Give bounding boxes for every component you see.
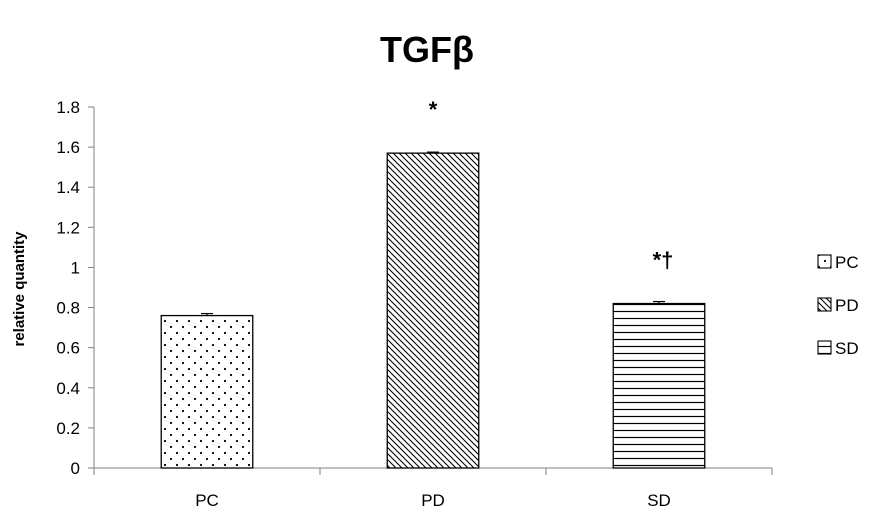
- y-tick-label: 0.2: [56, 419, 80, 438]
- y-tick-label: 1.8: [56, 98, 80, 117]
- legend-label: SD: [835, 339, 859, 358]
- x-tick-label: SD: [647, 491, 671, 510]
- y-tick-label: 0.6: [56, 339, 80, 358]
- y-axis: 0 0.2 0.4 0.6 0.8 1 1.2 1.4 1.6 1.8: [56, 98, 95, 478]
- legend-label: PC: [835, 253, 859, 272]
- y-tick-label: 1.4: [56, 178, 80, 197]
- y-tick-label: 1: [71, 258, 80, 277]
- legend-swatch: [817, 340, 832, 355]
- y-axis-label: relative quantity: [11, 231, 28, 347]
- x-tick-label: PC: [195, 491, 219, 510]
- y-tick-label: 0.4: [56, 379, 80, 398]
- x-tick-label: PD: [421, 491, 445, 510]
- y-tick-label: 1.6: [56, 138, 80, 157]
- significance-marker: *: [429, 97, 438, 122]
- bar: [386, 152, 480, 469]
- legend-swatch: [817, 297, 832, 312]
- legend-swatch: [817, 254, 832, 269]
- bars: * *†: [160, 97, 706, 469]
- bar: [160, 314, 254, 469]
- chart-title: TGFβ: [380, 29, 474, 70]
- significance-marker: *†: [653, 248, 674, 273]
- legend-label: PD: [835, 296, 859, 315]
- legend: PC PD SD: [817, 253, 859, 358]
- y-tick-label: 0.8: [56, 299, 80, 318]
- x-axis: PC PD SD: [93, 467, 773, 510]
- y-tick-label: 0: [71, 459, 80, 478]
- y-tick-label: 1.2: [56, 218, 80, 237]
- bar: [612, 302, 706, 469]
